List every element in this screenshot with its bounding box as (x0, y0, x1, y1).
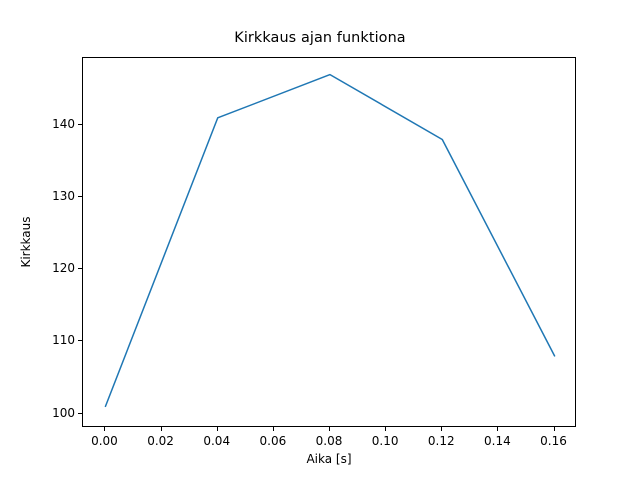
x-tick-label: 0.10 (371, 434, 399, 448)
x-tick-label: 0.00 (91, 434, 118, 448)
line-plot-svg (104, 73, 556, 408)
data-series-line (104, 73, 556, 408)
y-tick-label: 140 (52, 117, 75, 132)
y-tick-label: 120 (52, 261, 75, 276)
x-tick-mark (553, 427, 555, 431)
y-tick-mark (78, 124, 82, 126)
x-tick-mark (385, 427, 387, 431)
x-tick-label: 0.12 (427, 434, 455, 448)
y-tick-label: 110 (52, 333, 75, 348)
x-tick-mark (441, 427, 443, 431)
plot-axes (82, 57, 576, 427)
x-tick-mark (160, 427, 162, 431)
y-tick-mark (78, 196, 82, 198)
x-tick-mark (216, 427, 218, 431)
y-tick-mark (78, 412, 82, 414)
x-tick-label: 0.08 (315, 434, 343, 448)
chart-title: Kirkkaus ajan funktiona (234, 30, 406, 46)
x-tick-label: 0.16 (540, 434, 567, 448)
x-tick-mark (497, 427, 499, 431)
y-tick-mark (78, 340, 82, 342)
x-tick-mark (272, 427, 274, 431)
x-tick-label: 0.14 (484, 434, 511, 448)
x-tick-mark (329, 427, 330, 431)
y-tick-label: 130 (52, 189, 75, 204)
y-axis-label: Kirkkaus (19, 216, 33, 268)
x-tick-label: 0.02 (147, 434, 174, 448)
x-tick-mark (104, 427, 106, 431)
x-axis-label: Aika [s] (306, 452, 352, 466)
x-tick-label: 0.06 (259, 434, 287, 448)
y-tick-mark (78, 268, 82, 270)
x-tick-label: 0.04 (203, 434, 231, 448)
y-tick-label: 100 (52, 405, 75, 420)
